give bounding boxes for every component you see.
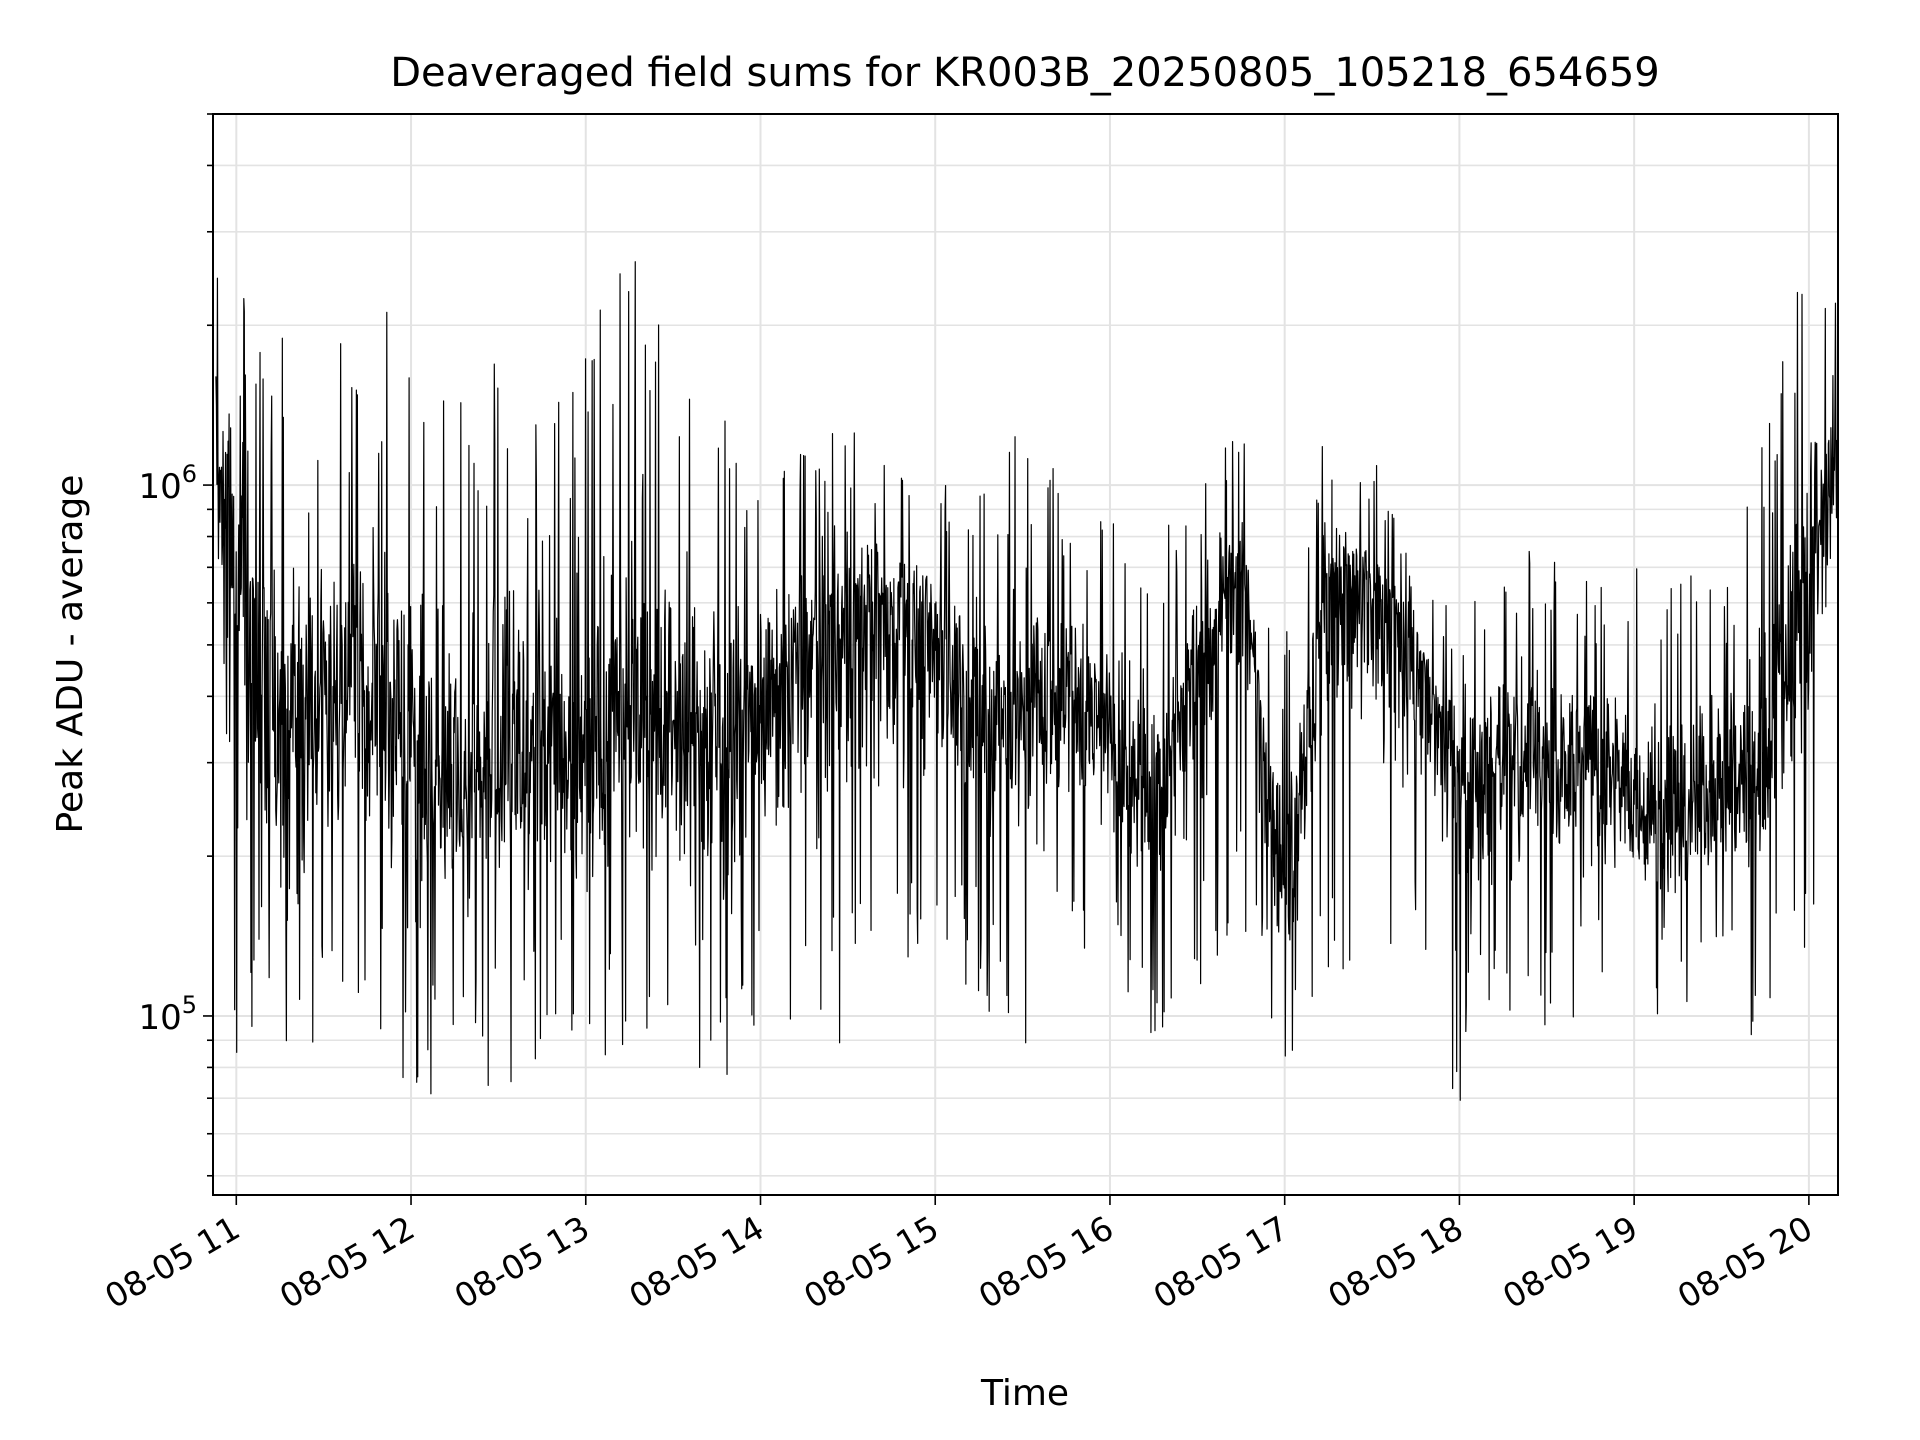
y-tick-exponent: 6 — [182, 460, 197, 488]
x-tick-label: 08-05 18 — [1321, 1208, 1469, 1316]
x-tick-label: 08-05 16 — [972, 1208, 1120, 1316]
x-tick-label: 08-05 19 — [1496, 1208, 1644, 1316]
x-tick-label: 08-05 12 — [273, 1208, 421, 1316]
plot-area-frame — [212, 113, 1839, 1196]
chart-title: Deaveraged field sums for KR003B_2025080… — [390, 50, 1660, 96]
y-tick-exponent: 5 — [182, 991, 197, 1019]
x-tick-label: 08-05 13 — [448, 1208, 596, 1316]
series-line — [215, 261, 1839, 1101]
y-axis-label: Peak ADU - average — [50, 475, 91, 834]
x-tick-label: 08-05 11 — [98, 1208, 246, 1316]
y-tick-label: 106 — [138, 460, 197, 507]
x-tick-label: 08-05 20 — [1671, 1208, 1819, 1316]
x-tick-label: 08-05 17 — [1147, 1208, 1295, 1316]
grid-layer — [213, 113, 1838, 1195]
y-tick-base: 10 — [138, 467, 181, 507]
x-axis-label: Time — [980, 1373, 1069, 1414]
y-tick-label: 105 — [138, 991, 197, 1038]
x-tick-label: 08-05 15 — [797, 1208, 945, 1316]
series-layer — [215, 261, 1839, 1101]
x-tick-label: 08-05 14 — [622, 1208, 770, 1316]
y-tick-base: 10 — [138, 998, 181, 1038]
